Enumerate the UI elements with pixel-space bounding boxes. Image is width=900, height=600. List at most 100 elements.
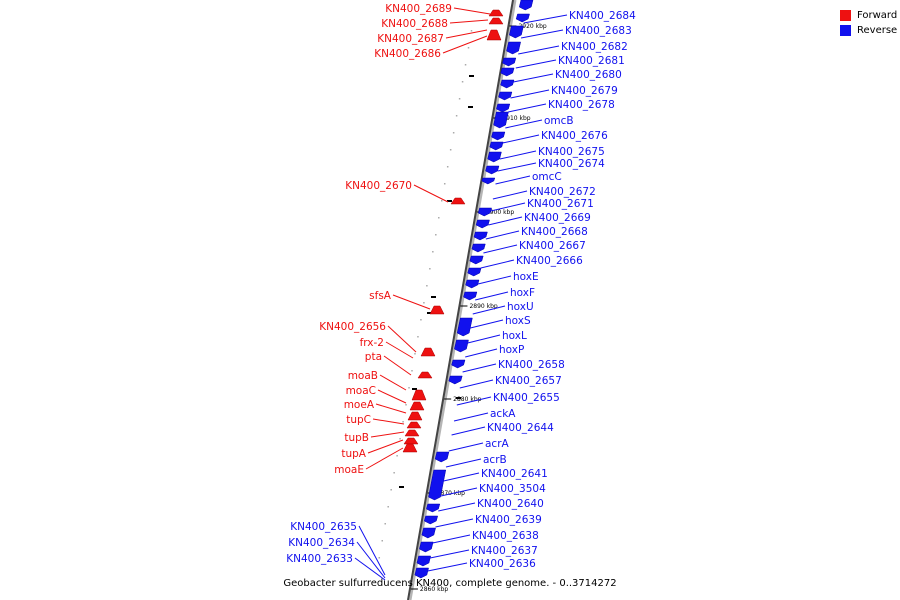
- gene-label: KN400_2666: [516, 255, 583, 267]
- label-leader: [462, 363, 497, 373]
- gene-label: KN400_2658: [498, 359, 565, 371]
- gene-label: moaE: [334, 464, 364, 476]
- reverse-gene-block: [434, 451, 450, 463]
- reverse-gene-block: [473, 231, 488, 241]
- label-leader: [505, 119, 543, 129]
- reverse-swatch: [840, 25, 851, 36]
- minor-dot: [432, 251, 434, 253]
- forward-swatch: [840, 10, 851, 21]
- label-leader: [370, 431, 405, 438]
- reverse-gene-block: [416, 555, 432, 567]
- minor-dot: [458, 98, 461, 100]
- reverse-gene-block: [489, 141, 504, 151]
- label-leader: [523, 14, 568, 24]
- gene-label: tupC: [346, 414, 371, 426]
- gene-label: KN400_2684: [569, 10, 636, 22]
- reverse-gene-block: [475, 219, 490, 229]
- marker-dash: [399, 486, 404, 488]
- minor-dot: [393, 472, 395, 474]
- gene-label: KN400_2680: [555, 69, 622, 81]
- label-leader: [499, 150, 537, 160]
- minor-dot: [464, 64, 467, 66]
- minor-dot: [399, 438, 401, 440]
- label-leader: [387, 325, 417, 353]
- label-leader: [365, 447, 404, 470]
- gene-label: KN400_2679: [551, 85, 618, 97]
- gene-label: KN400_2657: [495, 375, 562, 387]
- reverse-gene-block: [485, 165, 500, 175]
- label-leader: [445, 29, 488, 39]
- reverse-gene-block: [469, 255, 484, 265]
- reverse-gene-block: [496, 103, 511, 113]
- reverse-gene-block: [426, 503, 441, 513]
- gene-label: moaB: [348, 370, 378, 382]
- reverse-gene-block: [421, 527, 436, 539]
- minor-dot: [438, 217, 440, 219]
- label-leader: [367, 439, 404, 454]
- label-leader: [520, 29, 564, 39]
- reverse-gene-block: [414, 567, 429, 579]
- forward-gene-block: [411, 389, 427, 401]
- label-leader: [515, 59, 557, 69]
- gene-label: moeA: [344, 399, 375, 411]
- reverse-gene-block: [456, 317, 473, 337]
- minor-dot: [390, 489, 392, 491]
- gene-label: KN400_2638: [472, 530, 539, 542]
- forward-gene-block: [406, 421, 422, 429]
- minor-dot: [420, 319, 422, 321]
- reverse-gene-block: [471, 243, 486, 253]
- minor-dot: [384, 523, 386, 525]
- minor-dot: [411, 370, 413, 372]
- gene-label: KN400_2674: [538, 158, 605, 170]
- label-leader: [490, 202, 526, 212]
- label-leader: [413, 184, 449, 203]
- gene-label: acrB: [483, 454, 507, 466]
- gene-label: KN400_2636: [469, 558, 536, 570]
- gene-label: hoxL: [502, 330, 527, 342]
- reverse-gene-block: [506, 41, 521, 55]
- forward-gene-block: [486, 29, 502, 41]
- label-leader: [356, 541, 386, 579]
- label-leader: [385, 341, 414, 359]
- gene-label: KN400_2683: [565, 25, 632, 37]
- label-leader: [392, 294, 431, 310]
- label-leader: [497, 162, 537, 172]
- tick-label: 2890 kbp: [469, 303, 497, 310]
- label-leader: [453, 7, 491, 15]
- label-leader: [502, 134, 540, 144]
- forward-gene-block: [488, 9, 504, 17]
- label-leader: [488, 216, 523, 226]
- minor-dot: [408, 387, 410, 389]
- tick-label: 2910 kbp: [502, 115, 530, 122]
- gene-label: KN400_2667: [519, 240, 586, 252]
- minor-dot: [446, 166, 449, 168]
- gene-label: KN400_2644: [487, 422, 554, 434]
- minor-dot: [405, 404, 407, 406]
- reverse-gene-block: [477, 207, 492, 217]
- legend-reverse: Reverse: [840, 23, 897, 38]
- marker-dash: [456, 397, 461, 399]
- backbone-shadow: [408, 0, 517, 600]
- reverse-gene-block: [518, 0, 534, 11]
- gene-label: KN400_2675: [538, 146, 605, 158]
- gene-label: hoxS: [505, 315, 531, 327]
- gene-label: KN400_3504: [479, 483, 546, 495]
- reverse-gene-block: [515, 13, 530, 23]
- label-leader: [354, 557, 386, 581]
- gene-label: KN400_2670: [345, 180, 412, 192]
- forward-gene-block: [409, 401, 425, 411]
- label-leader: [472, 305, 506, 315]
- gene-label: KN400_2656: [319, 321, 386, 333]
- gene-label: KN400_2688: [381, 18, 448, 30]
- label-leader: [513, 73, 554, 83]
- label-leader: [456, 396, 492, 406]
- label-leader: [438, 502, 476, 512]
- label-leader: [443, 472, 480, 482]
- label-leader: [507, 103, 547, 113]
- reverse-gene-block: [500, 67, 515, 77]
- gene-label: KN400_2687: [377, 33, 444, 45]
- reverse-gene-block: [502, 57, 517, 67]
- forward-gene-block: [420, 347, 436, 357]
- minor-dot: [402, 421, 404, 423]
